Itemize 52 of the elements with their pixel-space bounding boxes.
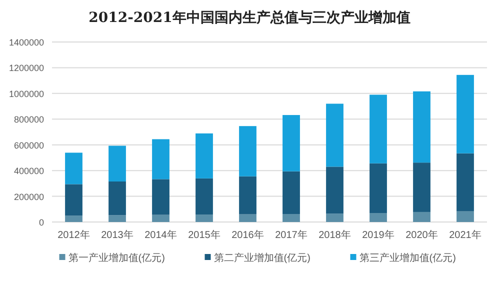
bar [65, 216, 82, 222]
bar [239, 214, 256, 222]
bar [370, 163, 387, 213]
x-tick-label: 2020年 [406, 229, 438, 241]
bar [108, 146, 126, 182]
bar [239, 126, 256, 176]
y-tick-label: 200000 [14, 192, 44, 202]
y-tick-label: 1200000 [8, 63, 44, 74]
y-tick-label: 1000000 [8, 88, 44, 99]
bar [282, 115, 300, 172]
legend-label: 第一产业增加值(亿元) [68, 252, 165, 264]
bar [282, 214, 300, 222]
bar [413, 212, 430, 222]
x-tick-label: 2018年 [318, 229, 351, 241]
bar [326, 214, 344, 222]
chart-title: 2012-2021年中国国内生产总值与三次产业增加值 [88, 9, 410, 26]
bar [196, 133, 213, 178]
bar [65, 184, 82, 216]
x-tick-label: 2014年 [144, 229, 177, 241]
x-tick-label: 2016年 [232, 229, 264, 241]
bar [152, 214, 170, 222]
bar [196, 214, 213, 222]
bar [456, 211, 474, 222]
x-tick-label: 2012年 [58, 229, 90, 241]
y-tick-label: 400000 [14, 166, 44, 176]
y-tick-label: 600000 [14, 140, 44, 150]
x-tick-label: 2017年 [275, 229, 308, 241]
bar [108, 182, 126, 216]
x-tick-label: 2015年 [188, 229, 220, 241]
bar [196, 178, 213, 215]
y-tick-label: 800000 [14, 114, 44, 125]
x-tick-label: 2021年 [449, 229, 482, 241]
bar [370, 213, 387, 222]
bar [152, 139, 170, 180]
bar [65, 152, 82, 184]
bar [152, 179, 170, 215]
y-tick-label: 1400000 [8, 38, 44, 48]
bar [456, 153, 474, 212]
x-tick-label: 2019年 [362, 229, 394, 241]
bar [282, 171, 300, 214]
bar [413, 162, 430, 212]
y-tick-label: 0 [38, 218, 44, 228]
bar [456, 74, 474, 154]
legend-label: 第二产业增加值(亿元) [214, 252, 310, 264]
bar [108, 215, 126, 222]
bar [413, 91, 430, 163]
bar [326, 104, 344, 167]
legend-label: 第三产业增加值(亿元) [359, 252, 456, 264]
bar [326, 166, 344, 214]
bar [370, 94, 387, 164]
x-tick-label: 2013年 [101, 229, 134, 241]
bar [239, 176, 256, 214]
